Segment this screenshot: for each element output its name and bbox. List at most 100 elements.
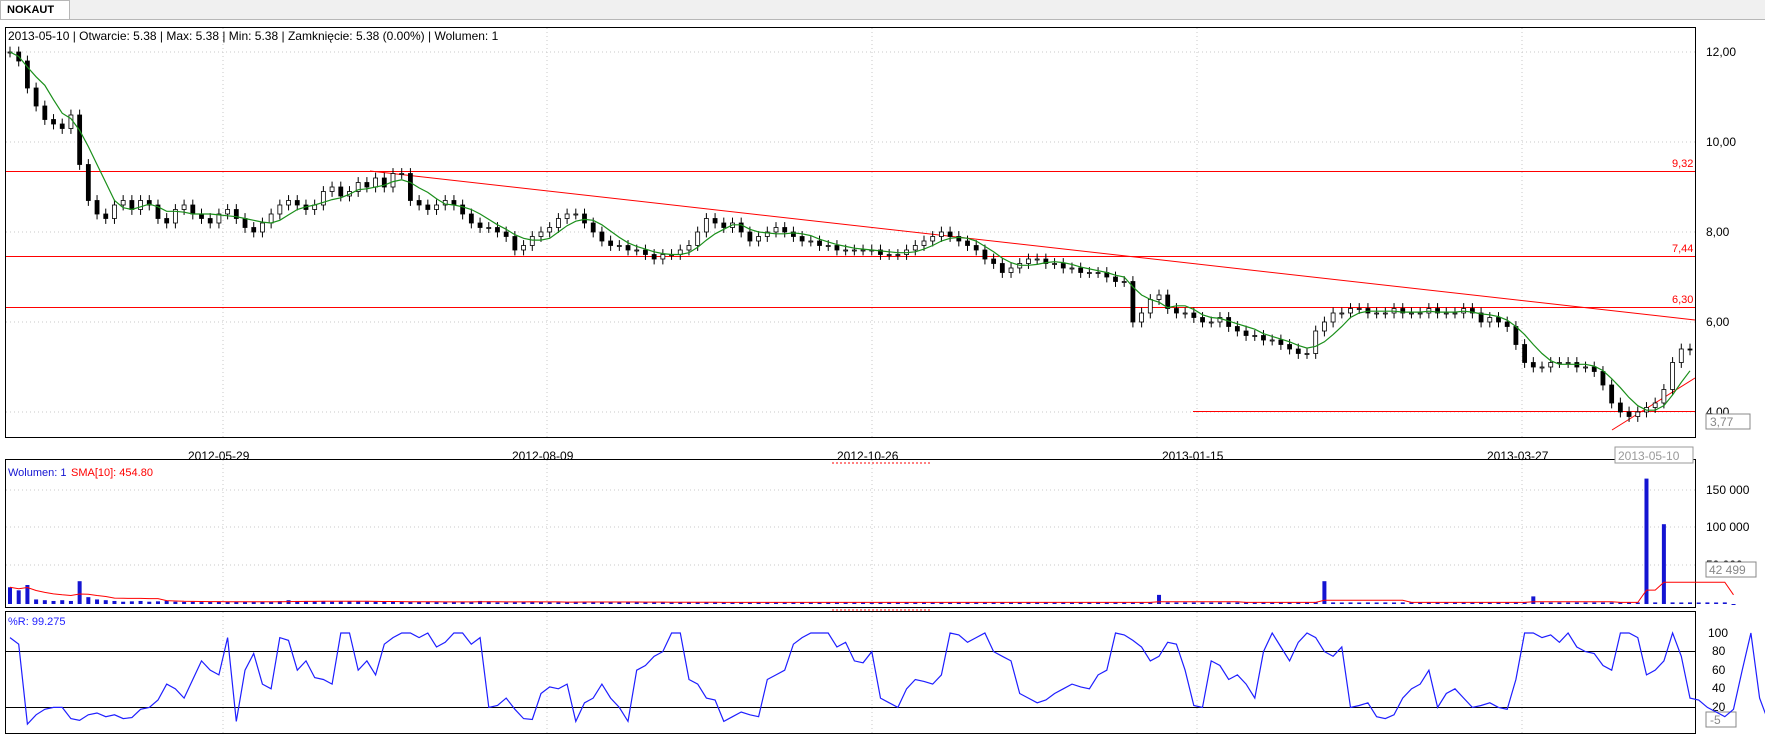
candle-body xyxy=(1522,344,1528,363)
candle-body xyxy=(129,200,135,210)
volume-bar xyxy=(1461,602,1466,604)
candle-body xyxy=(1609,384,1615,404)
volume-bar xyxy=(129,601,134,604)
date-label-2: 2012-10-26 xyxy=(837,449,899,463)
volume-bar xyxy=(1043,602,1048,604)
volume-bar xyxy=(991,602,996,604)
candle-body xyxy=(138,200,143,210)
volume-bar xyxy=(1217,602,1222,604)
candle-body xyxy=(286,200,291,206)
volume-bar xyxy=(1009,602,1014,604)
candle-body xyxy=(77,114,83,165)
candle-body xyxy=(1400,308,1406,314)
candle-body xyxy=(1287,344,1292,350)
volume-bar xyxy=(1374,602,1379,604)
candle-body xyxy=(381,177,387,188)
wr-label: %R: 99.275 xyxy=(8,616,65,628)
candle-body xyxy=(1652,402,1658,408)
volume-bar xyxy=(634,602,639,604)
candle-body xyxy=(373,177,378,188)
volume-bar xyxy=(408,601,413,604)
volume-bar xyxy=(547,602,552,604)
volume-bar xyxy=(774,602,779,604)
level-label-9-32: 9,32 xyxy=(1672,158,1693,170)
volume-bar xyxy=(1409,602,1414,604)
candle-body xyxy=(721,222,727,228)
volume-bar xyxy=(1096,602,1101,604)
volume-bar xyxy=(887,602,892,604)
candle-body xyxy=(1374,312,1380,315)
candle-body xyxy=(416,200,422,206)
candle-body xyxy=(547,227,553,233)
candle-body xyxy=(1200,317,1205,323)
date-label-3: 2013-01-15 xyxy=(1162,449,1224,463)
candle-body xyxy=(1478,312,1484,323)
candle-body xyxy=(608,240,614,246)
candle-body xyxy=(764,231,770,237)
candle-body xyxy=(68,114,74,129)
volume-bar xyxy=(965,602,970,604)
volume-bars xyxy=(8,478,1736,605)
candle-body xyxy=(1252,335,1258,337)
volume-bar xyxy=(1566,602,1571,604)
volume-bar xyxy=(852,602,857,604)
volume-y-axis: 150 000 100 000 50 000 xyxy=(1706,483,1750,572)
volume-bar xyxy=(1574,602,1579,604)
tab-nokaut[interactable]: NOKAUT xyxy=(0,0,70,19)
candle-body xyxy=(216,213,222,224)
trend-line-down[interactable] xyxy=(369,170,1696,321)
candle-body xyxy=(233,209,239,219)
level-lines[interactable] xyxy=(6,170,1696,431)
volume-bar xyxy=(347,601,352,604)
candle-body xyxy=(1191,312,1197,318)
volume-bar xyxy=(16,590,21,604)
price-tick-3: 6,00 xyxy=(1706,315,1730,329)
candle-body xyxy=(477,222,483,228)
candle-body xyxy=(773,227,779,233)
volume-bar xyxy=(626,602,631,604)
candle-body xyxy=(634,249,640,252)
volume-bar xyxy=(1165,602,1170,604)
candle-body xyxy=(495,227,500,233)
volume-bar xyxy=(1627,602,1632,604)
candle-body xyxy=(1487,317,1493,323)
wr-tick-2: 60 xyxy=(1712,663,1726,677)
volume-bar xyxy=(173,601,178,604)
candle-body xyxy=(1217,317,1223,323)
volume-bar xyxy=(1026,602,1031,604)
candle-body xyxy=(825,245,831,247)
candle-body xyxy=(1026,258,1031,264)
volume-bar xyxy=(826,602,831,604)
candle-body xyxy=(1322,321,1327,332)
volume-bar xyxy=(913,602,918,604)
volume-bar xyxy=(1331,602,1336,604)
volume-bar xyxy=(1183,602,1188,604)
candle-body xyxy=(1243,330,1249,336)
volume-bar xyxy=(1452,602,1457,604)
candle-body xyxy=(390,173,396,188)
volume-bar xyxy=(1635,602,1640,604)
candle-body xyxy=(660,254,666,260)
candle-body xyxy=(1409,312,1414,315)
candle-body xyxy=(468,213,474,224)
volume-bar xyxy=(1130,602,1135,604)
candle-body xyxy=(1548,362,1554,368)
candle-body xyxy=(1313,330,1319,354)
volume-bar xyxy=(782,602,787,604)
volume-bar xyxy=(1696,602,1701,604)
volume-bar xyxy=(8,587,12,604)
date-label-1: 2012-08-09 xyxy=(512,449,574,463)
volume-bar xyxy=(765,602,770,604)
volume-bar xyxy=(1583,602,1588,604)
volume-bar xyxy=(800,602,805,604)
candle-body xyxy=(146,200,152,206)
volume-bar xyxy=(1078,602,1083,604)
volume-bar xyxy=(182,601,187,604)
volume-bar xyxy=(443,602,448,604)
candle-body xyxy=(277,204,283,215)
price-panel-frame xyxy=(5,27,1696,438)
volume-bar xyxy=(138,600,143,604)
candle-body xyxy=(686,245,692,251)
volume-bar xyxy=(1644,478,1649,604)
